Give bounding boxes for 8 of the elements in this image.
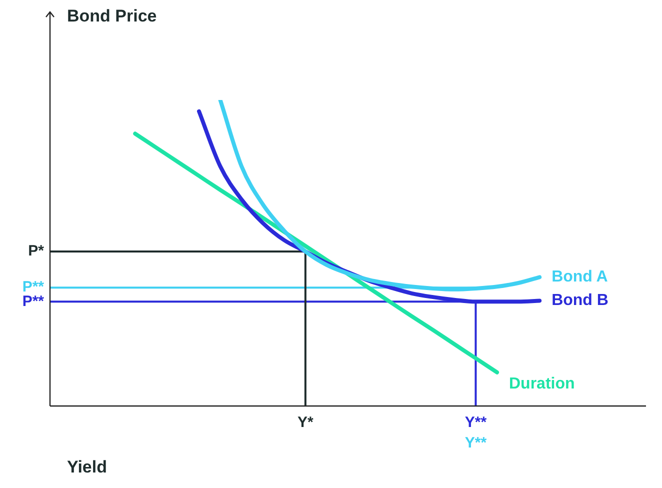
y-axis-title: Bond Price — [67, 6, 157, 26]
text: Y** — [464, 434, 487, 452]
x-tick-label: Y* — [298, 414, 314, 432]
series-label: Duration — [509, 376, 575, 393]
x-axis-title: Yield — [67, 458, 107, 477]
series-label: Bond B — [552, 292, 608, 310]
ref-line-label: P* — [28, 242, 44, 260]
series-label: Bond A — [552, 268, 608, 286]
